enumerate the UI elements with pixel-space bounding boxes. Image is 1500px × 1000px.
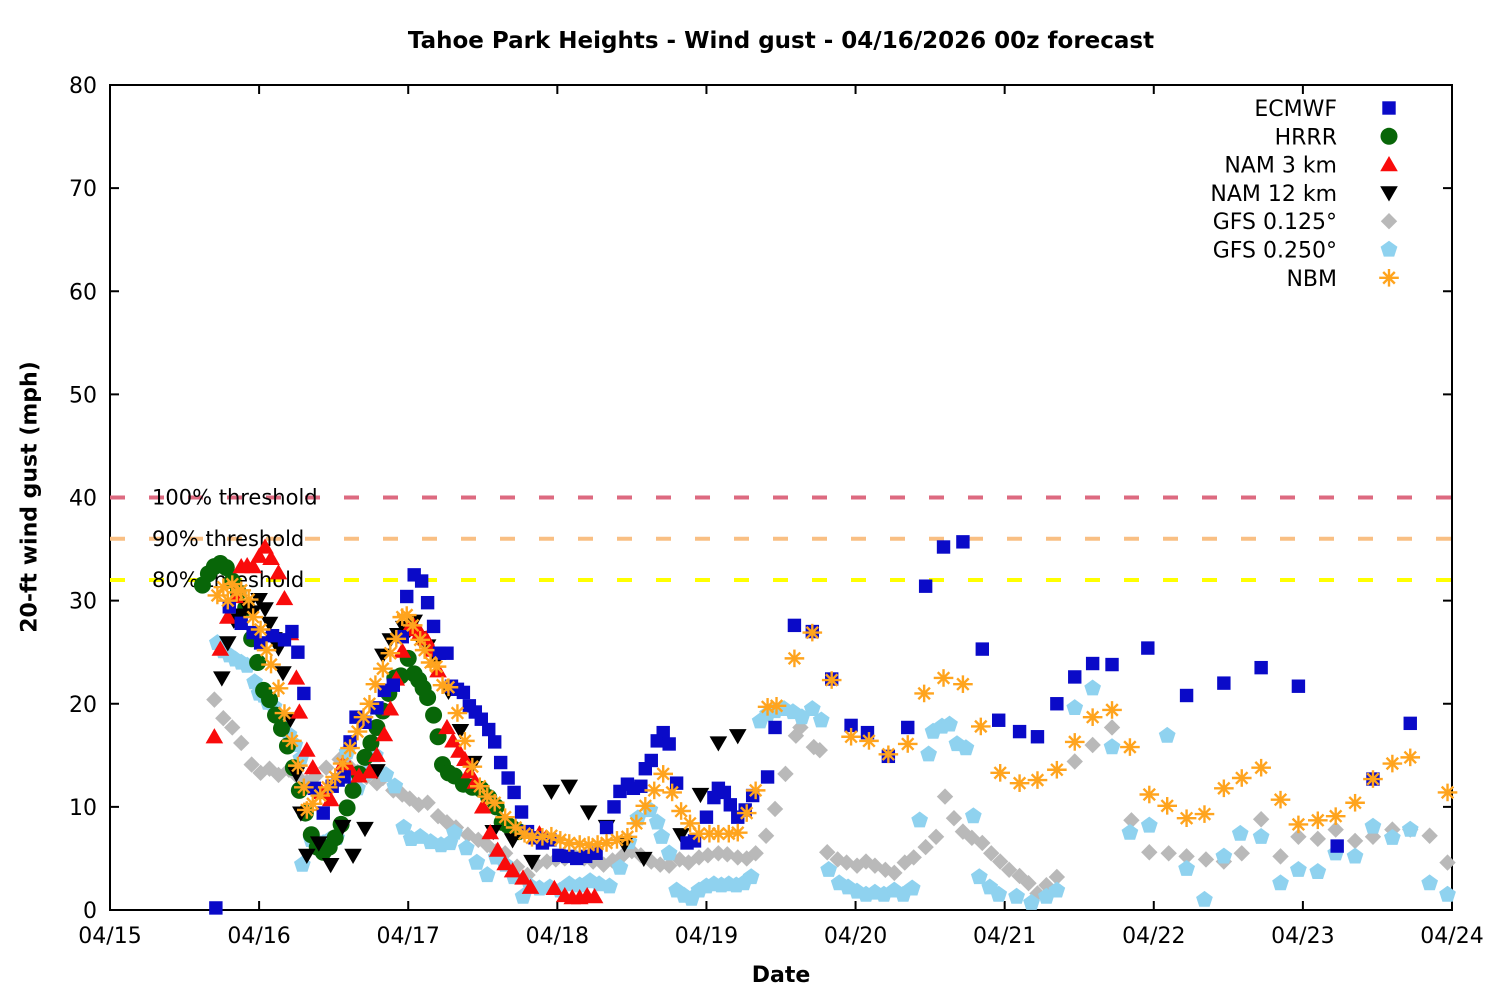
legend-label-nam-12-km: NAM 12 km: [1210, 182, 1337, 207]
legend-label-nam-3-km: NAM 3 km: [1224, 154, 1337, 179]
x-tick-label: 04/22: [1122, 924, 1185, 949]
x-axis-label: Date: [751, 963, 811, 988]
y-tick-label: 60: [69, 280, 97, 305]
legend-label-hrrr: HRRR: [1275, 125, 1337, 150]
x-tick-label: 04/23: [1271, 924, 1334, 949]
legend-item-gfs-0-125: GFS 0.125°: [1213, 210, 1398, 235]
series-ecmwf: [209, 535, 1417, 915]
y-tick-label: 50: [69, 383, 97, 408]
chart-title: Tahoe Park Heights - Wind gust - 04/16/2…: [407, 28, 1155, 54]
x-tick-label: 04/24: [1420, 924, 1483, 949]
y-tick-label: 80: [69, 74, 97, 99]
x-tick-label: 04/15: [78, 924, 141, 949]
threshold-label-90-threshold: 90% threshold: [152, 527, 304, 551]
x-tick-label: 04/21: [973, 924, 1036, 949]
legend-item-gfs-0-250: GFS 0.250°: [1213, 239, 1398, 264]
y-tick-label: 40: [69, 487, 97, 512]
x-tick-label: 04/19: [675, 924, 738, 949]
tick-labels: 04/15 04/16 04/17 04/18 04/19 04/20 04/21 04/22…: [69, 74, 1484, 949]
legend-label-ecmwf: ECMWF: [1254, 97, 1337, 122]
ticks: [109, 84, 1453, 911]
legend-item-nam-3-km: NAM 3 km: [1224, 154, 1398, 179]
legend-label-gfs-0-125: GFS 0.125°: [1213, 210, 1337, 235]
y-tick-label: 70: [69, 177, 97, 202]
legend-item-ecmwf: ECMWF: [1254, 97, 1396, 122]
threshold-lines: [110, 495, 1452, 582]
x-tick-label: 04/17: [377, 924, 440, 949]
legend-item-nam-12-km: NAM 12 km: [1210, 182, 1398, 207]
x-tick-label: 04/16: [227, 924, 290, 949]
legend-label-nbm: NBM: [1286, 267, 1337, 292]
legend-item-nbm: NBM: [1286, 267, 1399, 292]
y-tick-label: 10: [69, 796, 97, 821]
legend: ECMWF HRRR NAM 3 km NAM 12 km GFS 0.125° GFS …: [1210, 97, 1399, 292]
legend-label-gfs-0-250: GFS 0.250°: [1213, 239, 1337, 264]
x-tick-label: 04/20: [824, 924, 887, 949]
y-tick-label: 30: [69, 590, 97, 615]
series-nbm: [207, 575, 1458, 854]
y-tick-label: 20: [69, 693, 97, 718]
y-tick-label: 0: [83, 899, 97, 924]
x-tick-label: 04/18: [526, 924, 589, 949]
threshold-label-100-threshold: 100% threshold: [152, 486, 318, 510]
legend-item-hrrr: HRRR: [1275, 125, 1398, 150]
